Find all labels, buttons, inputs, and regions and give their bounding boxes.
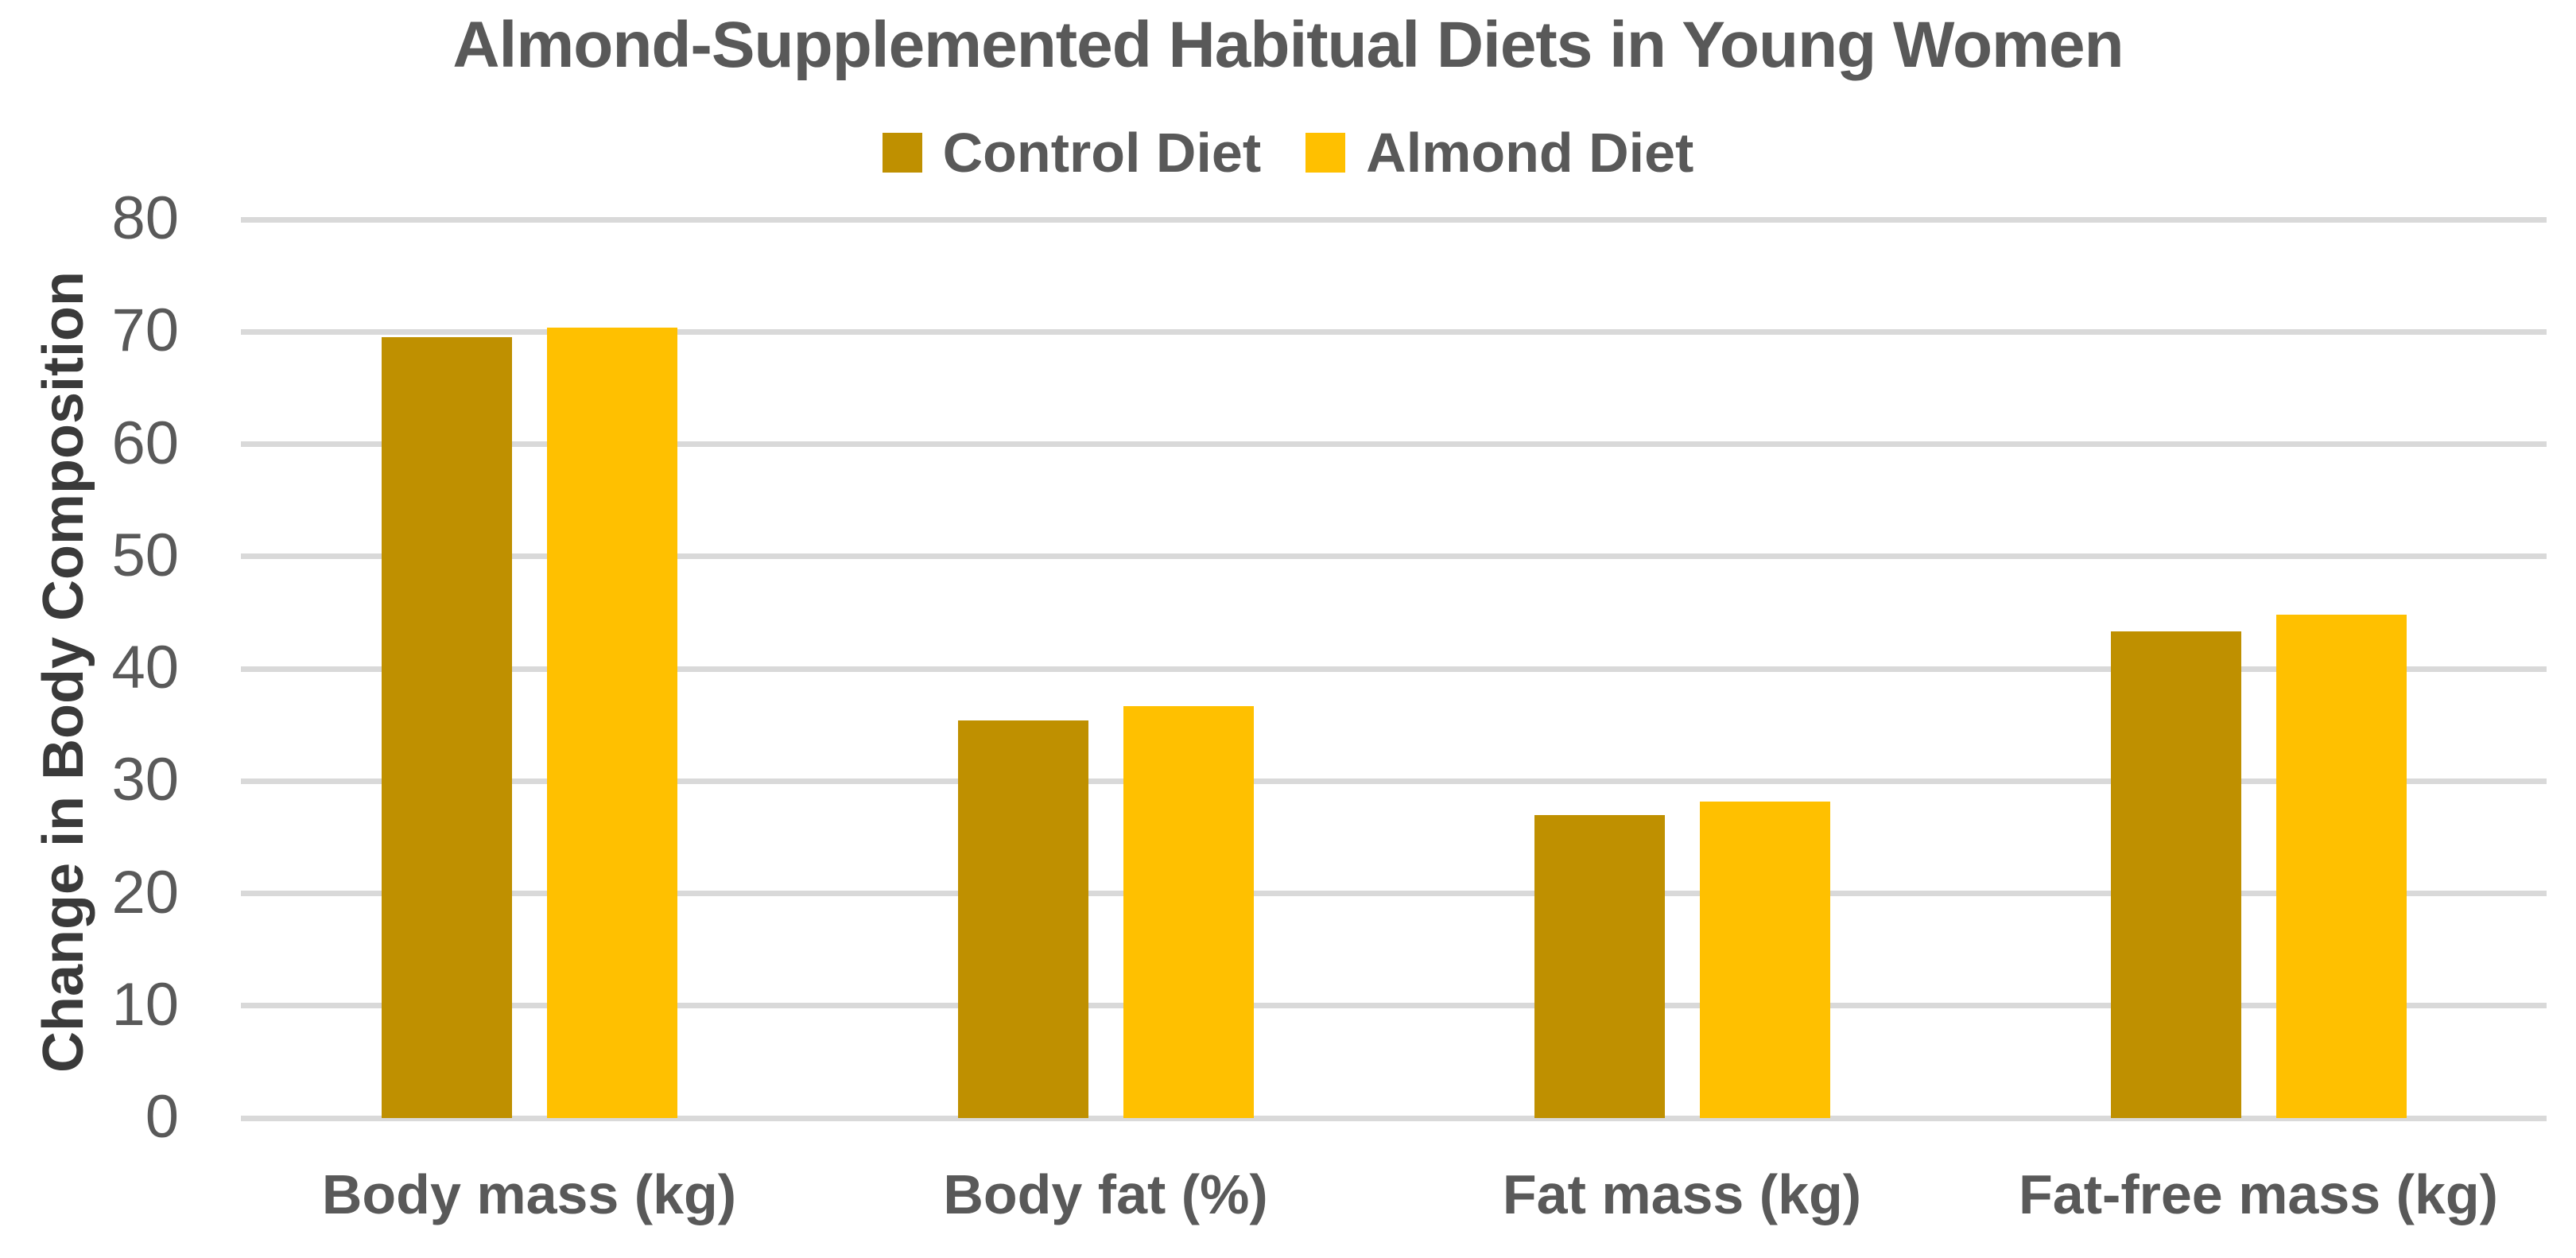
gridline-30 — [241, 778, 2547, 784]
y-tick-label-10: 10 — [111, 970, 179, 1039]
x-category-label-body-fat: Body fat (%) — [943, 1163, 1268, 1225]
bar-control-diet-fat-free-mass-kg — [2110, 631, 2241, 1118]
legend-label-almond-diet: Almond Diet — [1366, 122, 1694, 184]
y-tick-label-40: 40 — [111, 633, 179, 701]
gridline-80 — [241, 216, 2547, 223]
legend-label-control-diet: Control Diet — [942, 122, 1262, 184]
bar-control-diet-body-mass-kg — [381, 337, 512, 1118]
plot-area — [241, 216, 2547, 1121]
legend: Control Diet Almond Diet — [0, 119, 2576, 186]
y-tick-label-60: 60 — [111, 409, 179, 477]
gridline-10 — [241, 1003, 2547, 1009]
bar-almond-diet-fat-free-mass-kg — [2275, 615, 2407, 1118]
bar-almond-diet-fat-mass-kg — [1699, 801, 1830, 1118]
y-tick-label-20: 20 — [111, 858, 179, 926]
y-axis-tick-labels: 0 10 20 30 40 50 60 70 80 — [0, 0, 179, 1258]
gridline-40 — [241, 666, 2547, 672]
legend-item-control-diet: Control Diet — [882, 121, 1262, 184]
gridline-60 — [241, 441, 2547, 447]
bar-control-diet-body-fat — [957, 720, 1088, 1118]
legend-swatch-almond-diet — [1305, 133, 1346, 173]
y-tick-label-70: 70 — [111, 297, 179, 365]
bar-control-diet-fat-mass-kg — [1534, 814, 1665, 1118]
y-tick-label-30: 30 — [111, 746, 179, 814]
x-category-label-body-mass-kg: Body mass (kg) — [321, 1163, 737, 1225]
bar-almond-diet-body-mass-kg — [546, 327, 677, 1118]
chart-title: Almond-Supplemented Habitual Diets in Yo… — [452, 9, 2124, 81]
y-tick-label-50: 50 — [111, 521, 179, 589]
legend-item-almond-diet: Almond Diet — [1305, 121, 1693, 184]
y-tick-label-80: 80 — [111, 184, 179, 252]
gridline-70 — [241, 328, 2547, 335]
x-category-label-fat-free-mass-kg: Fat-free mass (kg) — [2019, 1163, 2498, 1225]
gridline-0 — [241, 1115, 2547, 1121]
x-category-label-fat-mass-kg: Fat mass (kg) — [1502, 1163, 1862, 1225]
gridline-20 — [241, 891, 2547, 896]
bar-almond-diet-body-fat — [1123, 705, 1254, 1118]
gridline-50 — [241, 553, 2547, 560]
legend-swatch-control-diet — [882, 133, 922, 173]
y-tick-label-0: 0 — [145, 1082, 179, 1151]
